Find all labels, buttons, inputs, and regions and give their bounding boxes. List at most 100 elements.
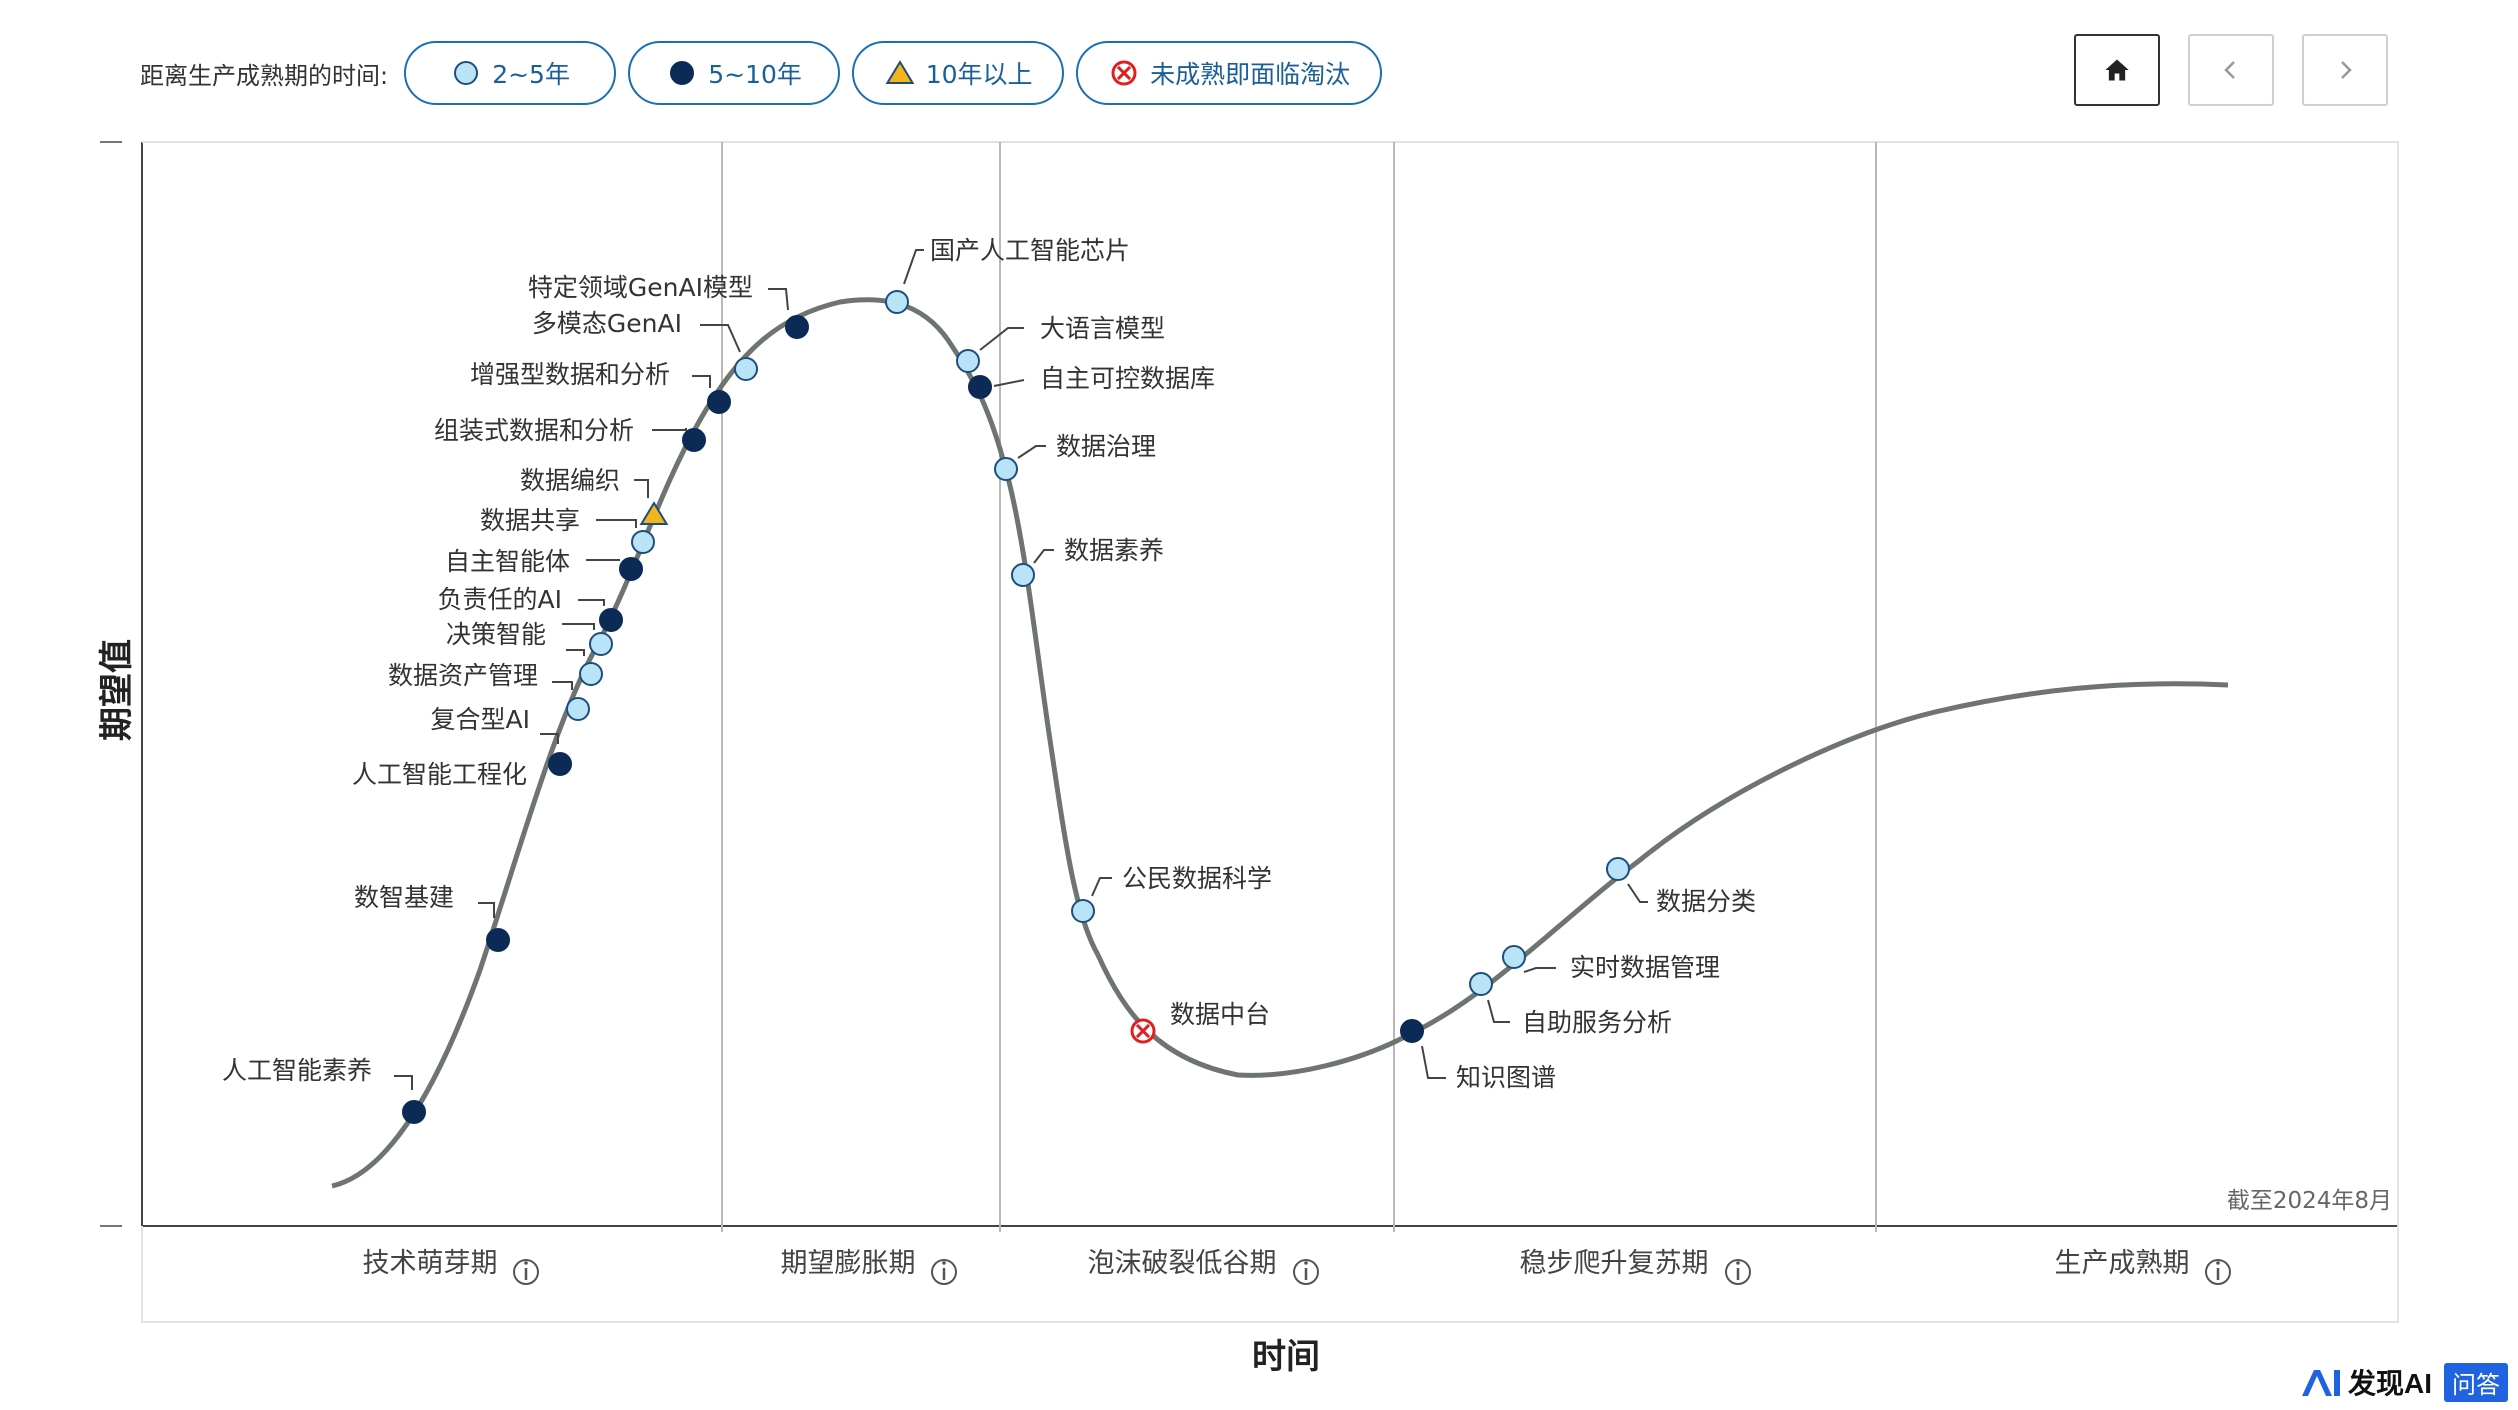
- legend-item-label: 5~10年: [708, 60, 802, 89]
- phase-dividers: [721, 142, 1877, 1232]
- point-label: 数据治理: [1056, 432, 1156, 461]
- point-marker-2-5: [885, 290, 909, 314]
- brand-tag: 问答: [2444, 1362, 2509, 1402]
- point-label: 决策智能: [446, 620, 546, 649]
- legend-circle-icon: [454, 61, 479, 85]
- point-marker-5-10: [707, 390, 731, 414]
- point-label: 负责任的AI: [438, 585, 562, 614]
- point-marker-2-5: [631, 530, 655, 554]
- point-label: 数据资产管理: [388, 661, 538, 690]
- leader-line: [578, 599, 605, 606]
- point-label: 公民数据科学: [1122, 864, 1272, 893]
- point-label: 人工智能素养: [222, 1056, 372, 1085]
- next-button[interactable]: [2302, 34, 2388, 106]
- phase-label: 泡沫破裂低谷期: [1088, 1248, 1277, 1279]
- point-label: 国产人工智能芯片: [930, 236, 1130, 265]
- legend-button-2-5[interactable]: 2~5年: [404, 41, 617, 105]
- legend-bar: 距离生产成熟期的时间: 2~5年 5~10年 10年以上 未成熟即面临淘汰: [140, 38, 1394, 108]
- point-marker-2-5: [1502, 945, 1526, 969]
- point-marker-5-10: [968, 375, 992, 399]
- phase-label: 技术萌芽期: [363, 1248, 498, 1279]
- legend-marker-2-5: [454, 61, 479, 85]
- point-marker-5-10: [402, 1100, 426, 1124]
- prev-button[interactable]: [2188, 34, 2274, 106]
- point-label: 数据编织: [520, 466, 620, 495]
- leader-line: [540, 733, 559, 744]
- legend-item-label: 2~5年: [492, 60, 570, 89]
- chart-frame: [100, 141, 2399, 1323]
- info-icon[interactable]: [513, 1259, 539, 1285]
- leader-line: [692, 375, 711, 388]
- chevron-left-icon: [2224, 61, 2235, 79]
- leader-line: [1523, 967, 1556, 973]
- point-label: 实时数据管理: [1570, 953, 1720, 982]
- legend-button-obsolete[interactable]: 未成熟即面临淘汰: [1076, 41, 1383, 105]
- point-marker-10+: [639, 501, 669, 525]
- point-marker-2-5: [1469, 972, 1493, 996]
- point-label: 自主智能体: [445, 547, 570, 576]
- chevron-right-icon: [2341, 61, 2352, 79]
- point-label: 数据中台: [1170, 1000, 1270, 1029]
- phase-label: 生产成熟期: [2055, 1248, 2190, 1279]
- leader-line: [596, 519, 637, 528]
- point-label: 多模态GenAI: [532, 309, 682, 338]
- phase-labels: 技术萌芽期 期望膨胀期 泡沫破裂低谷期 稳步爬升复苏期 生产成熟期: [363, 1248, 2231, 1285]
- leader-line: [1091, 877, 1112, 897]
- point-label: 人工智能工程化: [352, 760, 527, 789]
- leader-line: [634, 479, 649, 498]
- leader-line: [566, 649, 585, 656]
- point-marker-5-10: [599, 608, 623, 632]
- point-label: 数据共享: [480, 506, 580, 535]
- as-of-date: 截至2024年8月: [2227, 1188, 2392, 1214]
- x-axis-title: 时间: [1252, 1337, 1320, 1377]
- info-icon[interactable]: [1725, 1259, 1751, 1285]
- point-marker-2-5: [734, 357, 758, 381]
- point-label: 数智基建: [354, 883, 454, 912]
- point-marker-5-10: [682, 428, 706, 452]
- point-label: 数据分类: [1656, 887, 1756, 916]
- leader-line: [768, 288, 789, 311]
- nav-group: [2074, 34, 2416, 106]
- point-label: 自主可控数据库: [1040, 364, 1215, 393]
- point-label: 复合型AI: [431, 705, 530, 734]
- point-label: 大语言模型: [1040, 314, 1165, 343]
- point-marker-obsolete: [1130, 1018, 1156, 1044]
- info-icon[interactable]: [931, 1259, 957, 1285]
- home-button[interactable]: [2074, 34, 2160, 106]
- leader-line: [552, 681, 573, 690]
- legend-label: 距离生产成熟期的时间:: [140, 61, 389, 90]
- point-label: 增强型数据和分析: [470, 360, 670, 389]
- point-marker-2-5: [589, 632, 613, 656]
- leader-line: [394, 1075, 413, 1090]
- info-icon[interactable]: [2205, 1259, 2231, 1285]
- chart-border: [141, 141, 2399, 1323]
- point-label: 组装式数据和分析: [434, 416, 634, 445]
- leader-line: [1033, 549, 1054, 564]
- point-marker-2-5: [566, 697, 590, 721]
- point-label: 特定领域GenAI模型: [528, 273, 753, 302]
- legend-button-10+[interactable]: 10年以上: [852, 41, 1065, 105]
- brand-name: 发现AI: [2348, 1368, 2433, 1399]
- legend-circle-icon: [670, 61, 695, 85]
- point-label: 知识图谱: [1456, 1063, 1556, 1092]
- point-marker-2-5: [956, 349, 980, 373]
- legend-triangle-icon: [885, 60, 915, 84]
- point-labels: 人工智能素养 数智基建 人工智能工程化 复合型AI 数据资产管理 决策智能 负责任的AI 自主…: [222, 236, 1756, 1092]
- leader-line: [562, 623, 595, 630]
- info-icon[interactable]: [1293, 1259, 1319, 1285]
- leader-line: [979, 327, 1024, 351]
- legend-button-5-10[interactable]: 5~10年: [628, 41, 841, 105]
- legend-cross-icon: [1111, 60, 1137, 86]
- brand-logo-icon: [2302, 1370, 2340, 1396]
- point-marker-2-5: [1606, 857, 1630, 881]
- y-axis-title: 期望值: [97, 639, 137, 741]
- legend-item-label: 未成熟即面临淘汰: [1150, 60, 1351, 89]
- phase-label: 稳步爬升复苏期: [1520, 1248, 1709, 1279]
- point-marker-5-10: [1400, 1019, 1424, 1043]
- point-marker-5-10: [619, 557, 643, 581]
- point-marker-5-10: [486, 928, 510, 952]
- leader-line: [1627, 883, 1648, 903]
- leader-line: [478, 902, 495, 918]
- phase-label: 期望膨胀期: [781, 1248, 916, 1279]
